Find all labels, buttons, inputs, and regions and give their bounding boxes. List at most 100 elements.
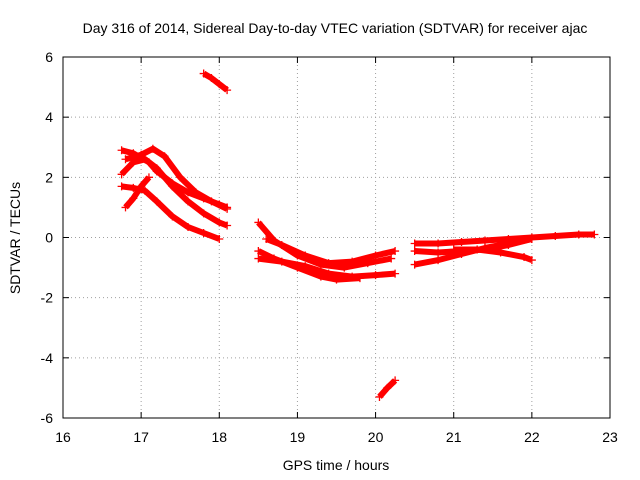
data-point xyxy=(223,86,232,95)
data-point xyxy=(141,186,150,195)
series-arc-15 xyxy=(449,245,536,265)
data-point xyxy=(207,74,216,83)
x-tick-label: 19 xyxy=(290,429,306,445)
data-point xyxy=(293,263,302,272)
data-point xyxy=(199,69,208,78)
data-point xyxy=(129,183,138,192)
series-arc-5 xyxy=(117,182,224,244)
data-point xyxy=(191,188,200,197)
data-point xyxy=(176,173,185,182)
data-point xyxy=(410,260,419,269)
data-point xyxy=(117,170,126,179)
data-point xyxy=(449,245,458,254)
data-point xyxy=(277,241,286,250)
data-point xyxy=(121,155,130,164)
data-point xyxy=(387,254,396,263)
x-tick-label: 20 xyxy=(368,429,384,445)
y-tick-label: -6 xyxy=(41,410,54,426)
y-tick-label: 6 xyxy=(45,49,53,65)
data-point xyxy=(168,182,177,191)
series-arc-8 xyxy=(262,235,400,268)
data-point xyxy=(527,235,536,244)
series-arc xyxy=(124,145,229,212)
x-tick-label: 16 xyxy=(55,429,71,445)
data-point xyxy=(117,182,126,191)
data-point xyxy=(121,203,130,212)
data-point xyxy=(457,238,466,247)
data-point xyxy=(168,212,177,221)
data-point xyxy=(254,254,263,263)
data-point xyxy=(410,239,419,248)
y-tick-label: 0 xyxy=(45,230,53,246)
data-point xyxy=(215,235,224,244)
data-point xyxy=(117,146,126,155)
data-point xyxy=(301,251,310,260)
series-arc-3 xyxy=(121,144,232,213)
series-arc-6 xyxy=(121,173,153,212)
data-point xyxy=(348,257,357,266)
data-point xyxy=(215,80,224,89)
data-point xyxy=(391,269,400,278)
x-tick-label: 23 xyxy=(602,429,618,445)
data-point xyxy=(527,256,536,265)
x-tick-labels: 16 17 18 19 20 21 22 23 xyxy=(55,429,618,445)
series-arc-1 xyxy=(199,69,232,95)
data-point xyxy=(254,218,263,227)
data-point xyxy=(480,236,489,245)
data-point xyxy=(434,256,443,265)
data-point xyxy=(148,144,157,153)
y-axis-label: SDTVAR / TECUs xyxy=(7,182,23,294)
data-point xyxy=(434,239,443,248)
x-axis-label: GPS time / hours xyxy=(283,457,390,473)
data-point xyxy=(473,245,482,254)
data-point xyxy=(184,222,193,231)
data-point xyxy=(184,188,193,197)
data-point xyxy=(269,254,278,263)
y-tick-label: -2 xyxy=(41,290,54,306)
y-tick-label: -4 xyxy=(41,350,54,366)
y-tick-label: 2 xyxy=(45,169,53,185)
y-tick-label: 4 xyxy=(45,109,53,125)
data-point xyxy=(551,231,560,240)
data-point xyxy=(383,383,392,392)
data-point xyxy=(520,253,529,262)
data-point xyxy=(574,230,583,239)
data-point xyxy=(152,197,161,206)
data-point xyxy=(223,221,232,230)
series-arc xyxy=(123,175,152,210)
data-point xyxy=(152,164,161,173)
data-point xyxy=(504,239,513,248)
data-point xyxy=(316,272,325,281)
series-arc-12 xyxy=(410,230,599,248)
data-point xyxy=(371,271,380,280)
data-point xyxy=(184,197,193,206)
plot-frame xyxy=(62,56,611,419)
data-point xyxy=(141,155,150,164)
series-arc-10 xyxy=(254,247,364,284)
chart-title: Day 316 of 2014, Sidereal Day-to-day VTE… xyxy=(83,20,588,36)
x-tick-label: 22 xyxy=(524,429,540,445)
data-point xyxy=(262,235,271,244)
data-point xyxy=(332,275,341,284)
x-tick-label: 21 xyxy=(446,429,462,445)
data-point xyxy=(129,194,138,203)
data-point xyxy=(391,247,400,256)
data-point xyxy=(215,218,224,227)
data-point xyxy=(223,204,232,213)
data-series xyxy=(117,69,599,401)
series-arc xyxy=(202,70,229,93)
y-tick-labels: 6 4 2 0 -2 -4 -6 xyxy=(41,49,54,426)
data-point xyxy=(324,259,333,268)
data-point xyxy=(496,248,505,257)
data-point xyxy=(590,230,599,239)
data-point xyxy=(144,173,153,182)
data-point xyxy=(254,247,263,256)
data-point xyxy=(199,228,208,237)
series-arc-4 xyxy=(117,155,232,230)
data-point xyxy=(410,247,419,256)
data-point xyxy=(434,248,443,257)
x-tick-label: 17 xyxy=(133,429,149,445)
data-point xyxy=(371,251,380,260)
